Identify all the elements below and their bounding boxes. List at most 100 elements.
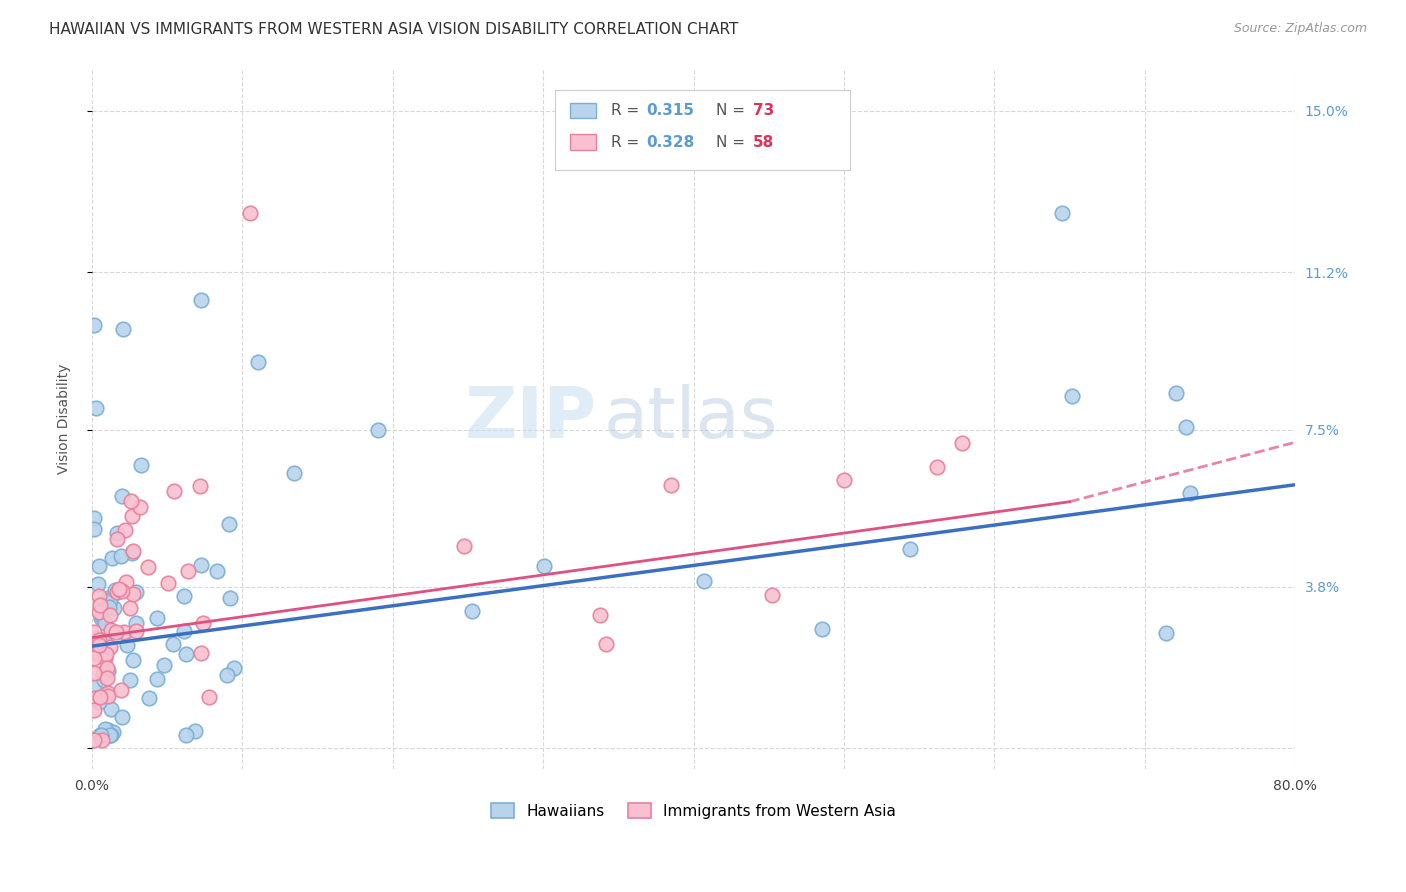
Point xyxy=(125,616,148,631)
Point xyxy=(121,508,143,523)
Point xyxy=(832,474,855,488)
Point xyxy=(98,728,121,742)
Point xyxy=(100,702,122,716)
Point xyxy=(173,624,195,638)
Point xyxy=(100,608,122,623)
Point xyxy=(94,651,117,665)
Point xyxy=(83,624,105,639)
Point xyxy=(98,640,121,655)
Point xyxy=(111,322,134,336)
Point xyxy=(110,549,132,564)
Point xyxy=(115,638,138,652)
Point xyxy=(174,647,197,661)
Point xyxy=(87,695,110,709)
Point xyxy=(90,611,112,625)
Point xyxy=(188,479,211,493)
Point xyxy=(1060,389,1083,403)
Point xyxy=(239,206,262,220)
Text: ZIP: ZIP xyxy=(465,384,598,453)
Point xyxy=(190,558,212,573)
Point xyxy=(98,728,121,742)
Point xyxy=(83,650,105,665)
Point xyxy=(146,611,169,625)
Point xyxy=(898,541,921,556)
Point xyxy=(107,582,129,597)
Text: 73: 73 xyxy=(752,103,773,118)
Text: HAWAIIAN VS IMMIGRANTS FROM WESTERN ASIA VISION DISABILITY CORRELATION CHART: HAWAIIAN VS IMMIGRANTS FROM WESTERN ASIA… xyxy=(49,22,738,37)
Point xyxy=(1178,486,1201,500)
Point xyxy=(112,625,135,640)
Point xyxy=(157,576,180,591)
Point xyxy=(247,355,270,369)
Point xyxy=(87,577,110,591)
Text: R =: R = xyxy=(610,103,644,118)
Point xyxy=(100,728,122,742)
Point xyxy=(83,666,105,681)
Point xyxy=(93,632,115,647)
Point xyxy=(461,604,484,618)
Point xyxy=(93,722,115,736)
Point xyxy=(136,560,159,574)
Point xyxy=(83,511,105,525)
Text: Source: ZipAtlas.com: Source: ZipAtlas.com xyxy=(1233,22,1367,36)
Point xyxy=(101,551,124,566)
FancyBboxPatch shape xyxy=(569,103,596,119)
Point xyxy=(84,401,107,416)
Point xyxy=(83,703,105,717)
Text: N =: N = xyxy=(717,103,751,118)
Point xyxy=(121,587,143,601)
Point xyxy=(589,608,612,623)
Point xyxy=(138,690,160,705)
Text: 58: 58 xyxy=(752,135,773,150)
Point xyxy=(83,522,105,536)
Point xyxy=(218,516,240,531)
Point xyxy=(121,544,143,558)
Point xyxy=(89,633,111,648)
Point xyxy=(83,678,105,692)
Point xyxy=(93,616,115,631)
Text: R =: R = xyxy=(610,135,644,150)
Point xyxy=(207,564,229,578)
Point xyxy=(1166,385,1188,400)
Point xyxy=(115,574,138,589)
Point xyxy=(367,423,389,437)
Point xyxy=(146,673,169,687)
Point xyxy=(97,685,120,699)
Point xyxy=(87,605,110,619)
Point xyxy=(190,293,212,308)
Point xyxy=(1050,206,1073,220)
Point xyxy=(114,523,136,537)
Point xyxy=(83,732,105,747)
Point xyxy=(215,667,238,681)
Point xyxy=(89,690,111,704)
Point xyxy=(111,489,134,503)
Point xyxy=(89,728,111,742)
Legend: Hawaiians, Immigrants from Western Asia: Hawaiians, Immigrants from Western Asia xyxy=(485,797,901,825)
Point xyxy=(104,625,127,640)
Point xyxy=(110,682,132,697)
Point xyxy=(191,615,214,630)
Point xyxy=(198,690,221,705)
Point xyxy=(950,436,973,450)
Point xyxy=(118,600,141,615)
Point xyxy=(163,483,186,498)
Point xyxy=(659,477,682,491)
Point xyxy=(96,660,118,674)
Point xyxy=(103,601,125,615)
Point xyxy=(190,646,212,660)
Point xyxy=(97,591,120,605)
Point xyxy=(97,690,120,704)
Point xyxy=(105,584,128,599)
Point xyxy=(101,724,124,739)
Point xyxy=(125,624,148,638)
Point xyxy=(129,458,152,472)
Point xyxy=(100,623,122,637)
Point xyxy=(595,637,617,651)
Point xyxy=(89,598,111,612)
Point xyxy=(90,732,112,747)
Point xyxy=(97,664,120,678)
Point xyxy=(1174,420,1197,434)
Point xyxy=(105,532,128,546)
Point xyxy=(810,622,832,636)
Point xyxy=(122,653,145,667)
